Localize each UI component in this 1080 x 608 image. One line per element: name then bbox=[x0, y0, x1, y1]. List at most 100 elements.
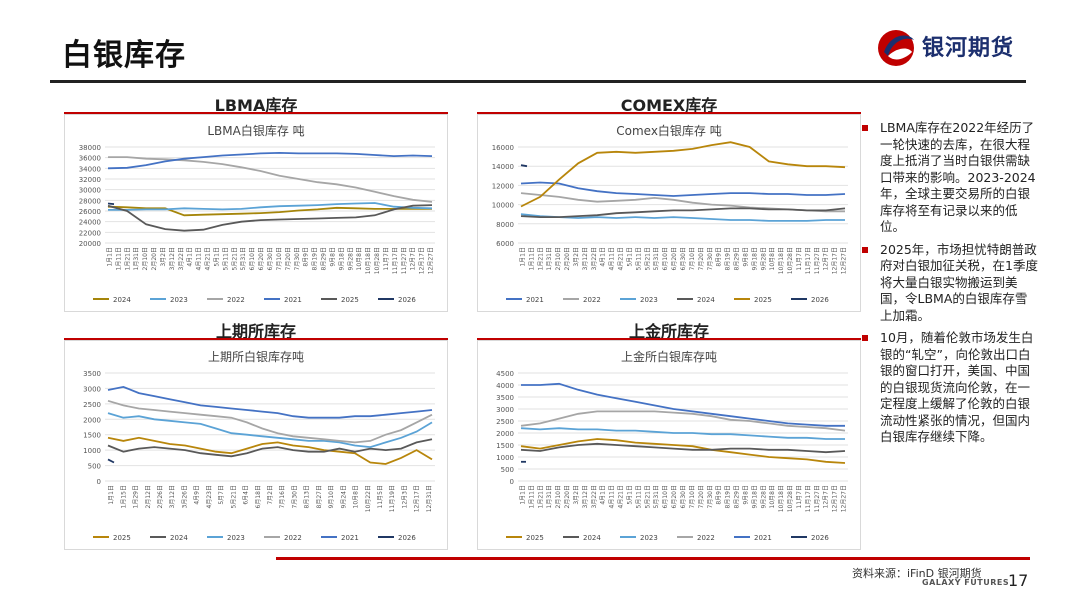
series-line-2025 bbox=[107, 204, 433, 232]
x-tick-label: 10月8日 bbox=[769, 485, 776, 508]
y-tick-label: 8000 bbox=[496, 221, 514, 229]
y-tick-label: 10000 bbox=[492, 202, 514, 210]
legend-label: 2022 bbox=[227, 296, 245, 304]
y-tick-label: 16000 bbox=[492, 144, 514, 152]
legend-label: 2021 bbox=[754, 534, 772, 542]
x-tick-label: 1月21日 bbox=[537, 485, 544, 508]
x-tick-label: 1月15日 bbox=[120, 485, 127, 508]
x-tick-label: 6月10日 bbox=[249, 247, 256, 270]
y-tick-label: 3000 bbox=[83, 385, 101, 393]
legend-label: 2023 bbox=[170, 296, 188, 304]
x-tick-label: 11月27日 bbox=[401, 247, 408, 274]
legend-label: 2022 bbox=[284, 534, 302, 542]
x-tick-label: 10月18日 bbox=[778, 485, 785, 512]
panel-title-lbma: LBMA库存 bbox=[214, 96, 298, 115]
x-tick-label: 4月11日 bbox=[196, 247, 203, 270]
legend-label: 2025 bbox=[754, 296, 772, 304]
x-tick-label: 12月17日 bbox=[419, 247, 426, 274]
x-tick-label: 11月17日 bbox=[392, 247, 399, 274]
series-line-2024 bbox=[107, 438, 433, 458]
y-tick-label: 24000 bbox=[79, 219, 101, 227]
panel-rule-sge bbox=[477, 338, 861, 340]
x-tick-label: 7月10日 bbox=[689, 247, 696, 270]
x-tick-label: 1月1日 bbox=[519, 247, 526, 267]
x-tick-label: 1月1日 bbox=[108, 485, 115, 505]
x-tick-label: 12月17日 bbox=[414, 485, 421, 512]
x-tick-label: 7月20日 bbox=[285, 247, 292, 270]
y-tick-label: 12000 bbox=[492, 182, 514, 190]
x-tick-label: 9月28日 bbox=[347, 247, 354, 270]
commentary-item: LBMA库存在2022年经历了一轮快速的去库，在很大程度上抵消了当时白银供需缺口… bbox=[858, 120, 1038, 236]
x-tick-label: 12月7日 bbox=[823, 485, 830, 508]
y-tick-label: 14000 bbox=[492, 163, 514, 171]
series-line-2026 bbox=[107, 202, 115, 205]
x-tick-label: 4月21日 bbox=[205, 247, 212, 270]
series-line-2024 bbox=[520, 207, 846, 218]
y-tick-label: 6000 bbox=[496, 240, 514, 248]
x-tick-label: 4月11日 bbox=[609, 247, 616, 270]
x-tick-label: 5月1日 bbox=[626, 485, 633, 505]
x-tick-label: 12月3日 bbox=[401, 485, 408, 508]
chart-svg: 上期所白银库存吨 0 500 1000 1500 2000 2500 3000 3500 1月1日… bbox=[83, 349, 435, 542]
bullet-square-icon bbox=[862, 246, 868, 253]
y-tick-label: 500 bbox=[88, 463, 101, 471]
x-tick-label: 8月27日 bbox=[316, 485, 323, 508]
series-line-2024 bbox=[107, 205, 432, 217]
x-tick-label: 11月7日 bbox=[796, 485, 803, 508]
x-tick-label: 7月10日 bbox=[689, 485, 696, 508]
title-divider bbox=[50, 80, 1026, 83]
y-tick-label: 1500 bbox=[496, 442, 514, 450]
x-tick-label: 8月13日 bbox=[304, 485, 311, 508]
legend-label: 2022 bbox=[583, 296, 601, 304]
legend-label: 2021 bbox=[284, 296, 302, 304]
x-tick-label: 2月26日 bbox=[157, 485, 164, 508]
series-line-2021 bbox=[521, 382, 845, 427]
x-tick-label: 10月28日 bbox=[374, 247, 381, 274]
bullet-square-icon bbox=[862, 335, 868, 341]
panel-rule-shfe bbox=[64, 338, 448, 340]
x-tick-label: 11月19日 bbox=[389, 485, 396, 512]
x-tick-label: 10月18日 bbox=[365, 247, 372, 274]
x-tick-label: 8月29日 bbox=[321, 247, 328, 270]
x-tick-label: 11月5日 bbox=[377, 485, 384, 508]
x-tick-label: 9月8日 bbox=[329, 247, 336, 267]
series-line-2025 bbox=[107, 436, 433, 465]
y-tick-label: 2000 bbox=[83, 416, 101, 424]
chart-panel-comex: Comex白银库存 吨 6000 8000 10000 12000 14000 16000 1… bbox=[477, 114, 861, 312]
x-tick-label: 7月30日 bbox=[294, 247, 301, 270]
x-tick-label: 6月10日 bbox=[662, 247, 669, 270]
x-tick-label: 3月12日 bbox=[582, 247, 589, 270]
x-tick-label: 4月11日 bbox=[609, 485, 616, 508]
x-tick-label: 5月11日 bbox=[635, 485, 642, 508]
x-tick-label: 3月12日 bbox=[169, 485, 176, 508]
x-tick-label: 5月21日 bbox=[230, 485, 237, 508]
y-tick-label: 1000 bbox=[83, 447, 101, 455]
x-tick-label: 6月18日 bbox=[255, 485, 262, 508]
y-tick-label: 32000 bbox=[79, 176, 101, 184]
x-tick-label: 1月1日 bbox=[519, 485, 526, 505]
x-tick-label: 6月30日 bbox=[267, 247, 274, 270]
x-tick-label: 9月28日 bbox=[760, 247, 767, 270]
x-tick-label: 5月11日 bbox=[635, 247, 642, 270]
x-tick-label: 5月21日 bbox=[231, 247, 238, 270]
x-tick-label: 5月11日 bbox=[222, 247, 229, 270]
x-tick-label: 4月23日 bbox=[206, 485, 213, 508]
panel-title-sge: 上金所库存 bbox=[628, 322, 709, 341]
commentary-item: 2025年，市场担忧特朗普政府对白银加征关税，在1季度将大量白银实物搬运到美国，… bbox=[858, 242, 1038, 325]
y-tick-label: 3000 bbox=[496, 406, 514, 414]
x-tick-label: 7月20日 bbox=[698, 247, 705, 270]
x-tick-label: 3月12日 bbox=[169, 247, 176, 270]
x-tick-label: 10月28日 bbox=[787, 485, 794, 512]
x-tick-label: 4月21日 bbox=[618, 485, 625, 508]
y-tick-label: 28000 bbox=[79, 197, 101, 205]
x-tick-label: 3月22日 bbox=[178, 247, 185, 270]
legend-label: 2026 bbox=[811, 296, 829, 304]
x-tick-label: 7月30日 bbox=[291, 485, 298, 508]
x-tick-label: 6月20日 bbox=[671, 485, 678, 508]
x-tick-label: 8月29日 bbox=[734, 247, 741, 270]
y-tick-label: 3500 bbox=[496, 394, 514, 402]
series-line-2021 bbox=[520, 181, 846, 197]
x-tick-label: 12月7日 bbox=[410, 247, 417, 270]
y-tick-label: 38000 bbox=[79, 144, 101, 152]
x-tick-label: 11月7日 bbox=[383, 247, 390, 270]
